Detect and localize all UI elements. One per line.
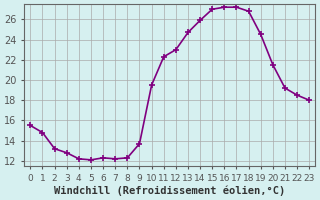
X-axis label: Windchill (Refroidissement éolien,°C): Windchill (Refroidissement éolien,°C)	[54, 185, 285, 196]
